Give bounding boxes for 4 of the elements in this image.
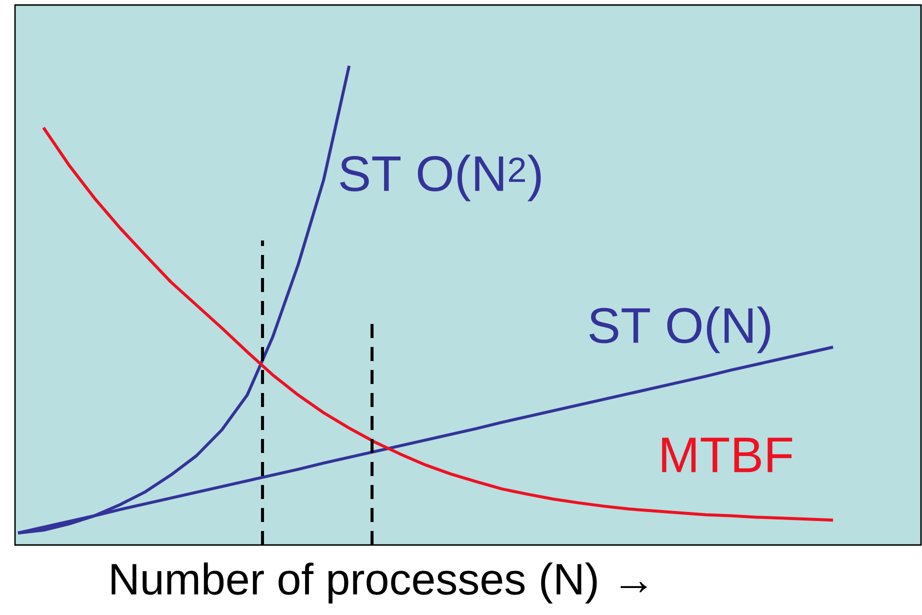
x-axis-title: Number of processes (N) → <box>112 562 647 604</box>
series-label: ST O(N$^{2}$) <box>340 154 541 202</box>
series-label: MTBF <box>662 438 792 472</box>
series-label: ST O(N) <box>589 306 770 354</box>
